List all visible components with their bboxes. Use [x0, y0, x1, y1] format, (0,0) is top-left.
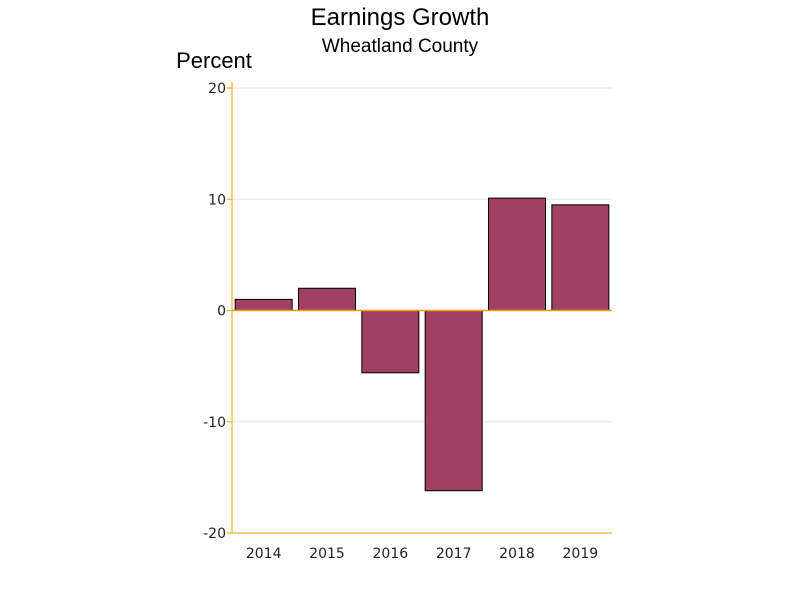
bars: [234, 197, 610, 492]
bar-2015: [298, 287, 356, 311]
x-tick-label: 2018: [499, 546, 535, 562]
y-ticks: 20 10 0 -10 -20: [203, 81, 232, 542]
chart-title: Earnings Growth: [311, 4, 490, 31]
bar-2014: [234, 298, 293, 311]
y-axis-label: Percent: [176, 48, 252, 73]
y-tick-label: -10: [203, 415, 226, 431]
x-tick-label: 2014: [246, 546, 282, 562]
axes: [231, 82, 612, 534]
chart-subtitle: Wheatland County: [322, 36, 479, 57]
bar-2019: [551, 204, 610, 311]
x-tick-label: 2017: [436, 546, 472, 562]
y-tick-label: 10: [208, 192, 226, 208]
x-ticks: 2014 2015 2016 2017 2018 2019: [246, 546, 598, 562]
y-tick-label: 0: [217, 304, 226, 320]
y-tick-label: -20: [203, 526, 226, 542]
bar-2016: [361, 310, 420, 374]
x-tick-label: 2016: [373, 546, 409, 562]
y-tick-label: 20: [208, 81, 226, 97]
bar-2018: [488, 197, 546, 311]
x-tick-label: 2015: [309, 546, 345, 562]
bar-2017: [424, 310, 483, 492]
grid: [232, 87, 612, 423]
x-tick-label: 2019: [563, 546, 599, 562]
